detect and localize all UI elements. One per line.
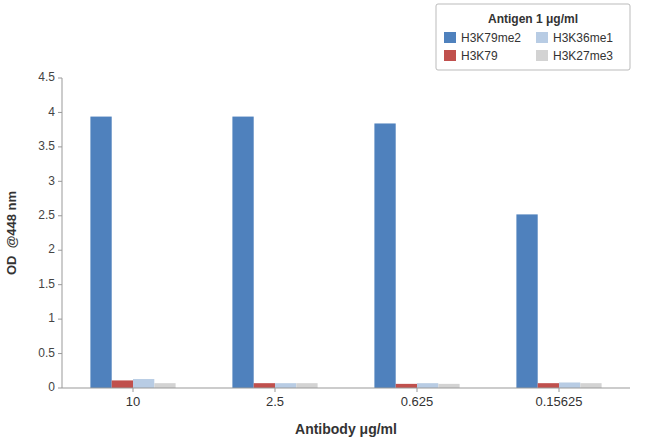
bar xyxy=(154,383,175,388)
y-axis-label: OD @448 nm xyxy=(4,191,19,275)
bar xyxy=(417,383,438,388)
legend: Antigen 1 μg/ml H3K79me2 H3K79 H3K36me1 H3K2… xyxy=(436,4,630,70)
y-tick-label: 4 xyxy=(48,105,55,119)
bar xyxy=(133,379,154,388)
bar xyxy=(396,384,417,388)
legend-box xyxy=(436,4,630,70)
x-axis-line xyxy=(62,388,630,389)
bar xyxy=(112,380,133,388)
legend-label: H3K27me3 xyxy=(553,49,613,63)
y-tick xyxy=(58,284,62,285)
y-tick xyxy=(58,146,62,147)
bar xyxy=(516,214,537,388)
legend-label: H3K79me2 xyxy=(461,31,521,45)
y-tick xyxy=(58,78,62,79)
x-tick xyxy=(133,388,134,392)
y-tick xyxy=(58,353,62,354)
bar xyxy=(90,117,111,388)
y-axis-line xyxy=(62,78,63,388)
y-tick-label: 1.5 xyxy=(38,277,55,291)
bar xyxy=(438,384,459,388)
legend-swatch xyxy=(444,32,456,43)
y-tick-label: 0 xyxy=(48,380,55,394)
chart: 0 0.5 1 1.5 2 2.5 3 3.5 4 4.5 10 2.5 0.625 0.15625 Ant… xyxy=(0,0,650,444)
y-tick xyxy=(58,112,62,113)
x-tick-label: 2.5 xyxy=(266,394,284,409)
legend-swatch xyxy=(444,50,456,61)
x-tick xyxy=(275,388,276,392)
legend-swatch xyxy=(536,32,548,43)
x-tick xyxy=(417,388,418,392)
y-tick-label: 1 xyxy=(48,311,55,325)
y-tick xyxy=(58,388,62,389)
legend-swatch xyxy=(536,50,548,61)
y-tick-label: 3.5 xyxy=(38,139,55,153)
y-tick xyxy=(58,181,62,182)
x-tick xyxy=(559,388,560,392)
bars xyxy=(90,117,601,388)
bar xyxy=(538,383,559,388)
bar xyxy=(232,117,253,388)
legend-label: H3K79 xyxy=(461,49,498,63)
y-tick xyxy=(58,250,62,251)
y-tick-label: 2 xyxy=(48,242,55,256)
bar xyxy=(559,382,580,388)
y-tick-label: 3 xyxy=(48,174,55,188)
y-tick-label: 4.5 xyxy=(38,70,55,84)
bar xyxy=(580,383,601,388)
x-tick-label: 10 xyxy=(126,394,140,409)
y-tick xyxy=(58,319,62,320)
legend-label: H3K36me1 xyxy=(553,31,613,45)
bar xyxy=(254,383,275,388)
legend-title: Antigen 1 μg/ml xyxy=(488,12,578,26)
y-tick-label: 0.5 xyxy=(38,346,55,360)
x-tick-label: 0.15625 xyxy=(536,394,583,409)
y-tick-label: 2.5 xyxy=(38,208,55,222)
bar xyxy=(374,123,395,388)
bar xyxy=(296,383,317,388)
x-tick-label: 0.625 xyxy=(401,394,434,409)
y-tick xyxy=(58,215,62,216)
bar xyxy=(275,383,296,388)
x-axis-label: Antibody μg/ml xyxy=(295,421,397,437)
